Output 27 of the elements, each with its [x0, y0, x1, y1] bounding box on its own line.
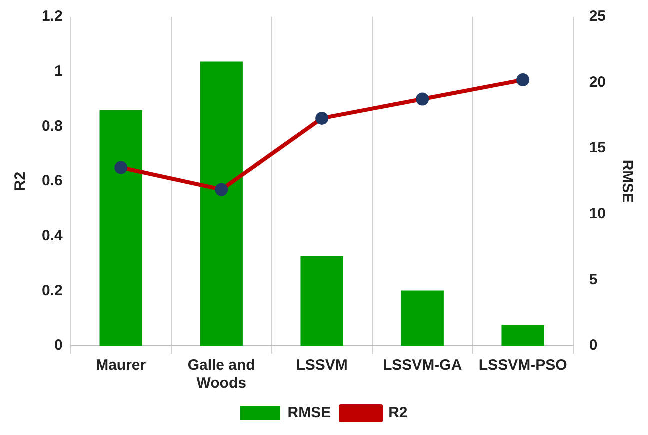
y2-tick-label: 15 [589, 140, 606, 157]
y2-tick-label: 25 [589, 8, 606, 26]
y-tick-label: 0.8 [42, 118, 63, 135]
x-tick-label: LSSVM [296, 357, 348, 374]
y2-tick-label: 0 [589, 337, 598, 354]
legend-label: R2 [388, 404, 408, 422]
x-tick-label: LSSVM-PSO [478, 357, 568, 374]
y-tick-label: 1 [54, 62, 63, 80]
x-tick-label: LSSVM-GA [382, 357, 462, 374]
bar [300, 256, 344, 346]
y-tick-label: 0 [54, 337, 63, 354]
y2-tick-label: 20 [589, 74, 606, 91]
y-tick-label: 1.2 [42, 8, 63, 26]
y-axis-title: R2 [12, 172, 30, 192]
bar [200, 62, 243, 346]
bar [401, 290, 444, 346]
x-tick-label: Maurer [96, 357, 146, 374]
y-tick-label: 0.6 [42, 172, 63, 190]
y2-axis-title: RMSE [618, 160, 636, 204]
y-tick-label: 0.2 [42, 282, 63, 300]
y2-tick-label: 10 [589, 206, 606, 223]
y-tick-label: 0.4 [42, 227, 64, 244]
y2-tick-label: 5 [589, 271, 598, 288]
legend-label: RMSE [288, 404, 332, 422]
bar [502, 324, 544, 346]
bar [100, 110, 142, 346]
x-tick-label: Galle and Woods [188, 357, 256, 392]
